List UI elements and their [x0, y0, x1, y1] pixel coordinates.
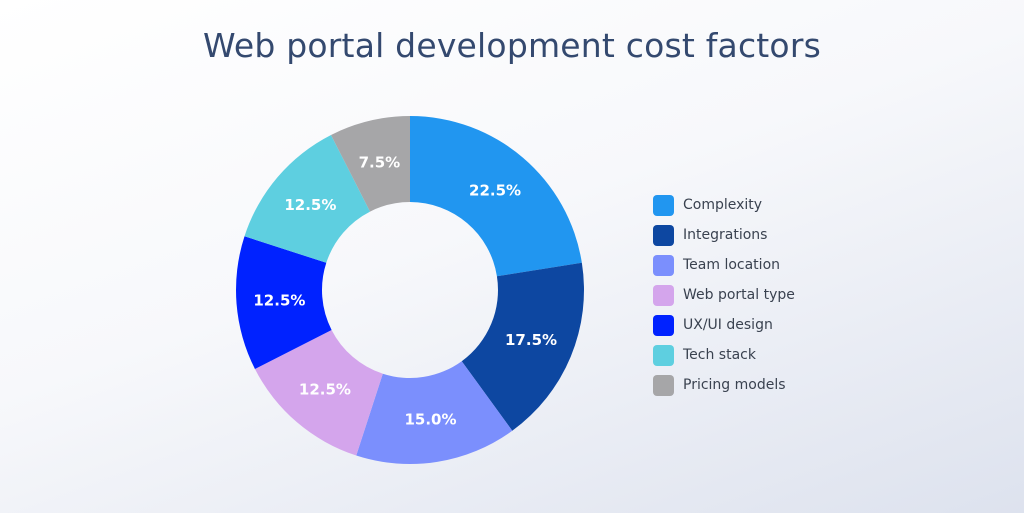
data-label: 17.5%: [505, 331, 557, 349]
legend-label: Integrations: [683, 227, 768, 243]
legend-swatch: [653, 194, 674, 216]
slice-ux-ui-design: [236, 236, 332, 369]
legend-label: Tech stack: [683, 347, 756, 363]
slice-tech-stack: [244, 134, 371, 263]
legend-item: Tech stack: [653, 340, 795, 370]
slice-integrations: [461, 262, 584, 431]
legend-item: Pricing models: [653, 370, 795, 400]
legend-swatch: [653, 254, 674, 276]
legend-item: Complexity: [653, 190, 795, 220]
data-label: 22.5%: [469, 181, 521, 199]
legend-label: Web portal type: [683, 287, 795, 303]
legend-item: UX/UI design: [653, 310, 795, 340]
slice-complexity: [410, 116, 582, 277]
legend-label: Pricing models: [683, 377, 786, 393]
legend: Complexity Integrations Team location Web p…: [653, 190, 795, 400]
legend-item: Team location: [653, 250, 795, 280]
slice-web-portal-type: [254, 329, 383, 456]
legend-label: Complexity: [683, 197, 763, 213]
legend-swatch: [653, 374, 674, 396]
data-label: 12.5%: [299, 381, 351, 399]
slice-pricing-models: [331, 116, 410, 212]
legend-swatch: [653, 314, 674, 336]
legend-swatch: [653, 344, 674, 366]
slice-team-location: [356, 361, 513, 464]
legend-item: Integrations: [653, 220, 795, 250]
data-label: 15.0%: [404, 410, 456, 428]
legend-label: Team location: [683, 257, 781, 273]
chart-title: Web portal development cost factors: [203, 26, 821, 65]
data-label: 12.5%: [284, 196, 336, 214]
legend-item: Web portal type: [653, 280, 795, 310]
legend-swatch: [653, 224, 674, 246]
data-label: 7.5%: [359, 154, 401, 172]
legend-label: UX/UI design: [683, 317, 773, 333]
legend-swatch: [653, 284, 674, 306]
data-label: 12.5%: [253, 291, 305, 309]
